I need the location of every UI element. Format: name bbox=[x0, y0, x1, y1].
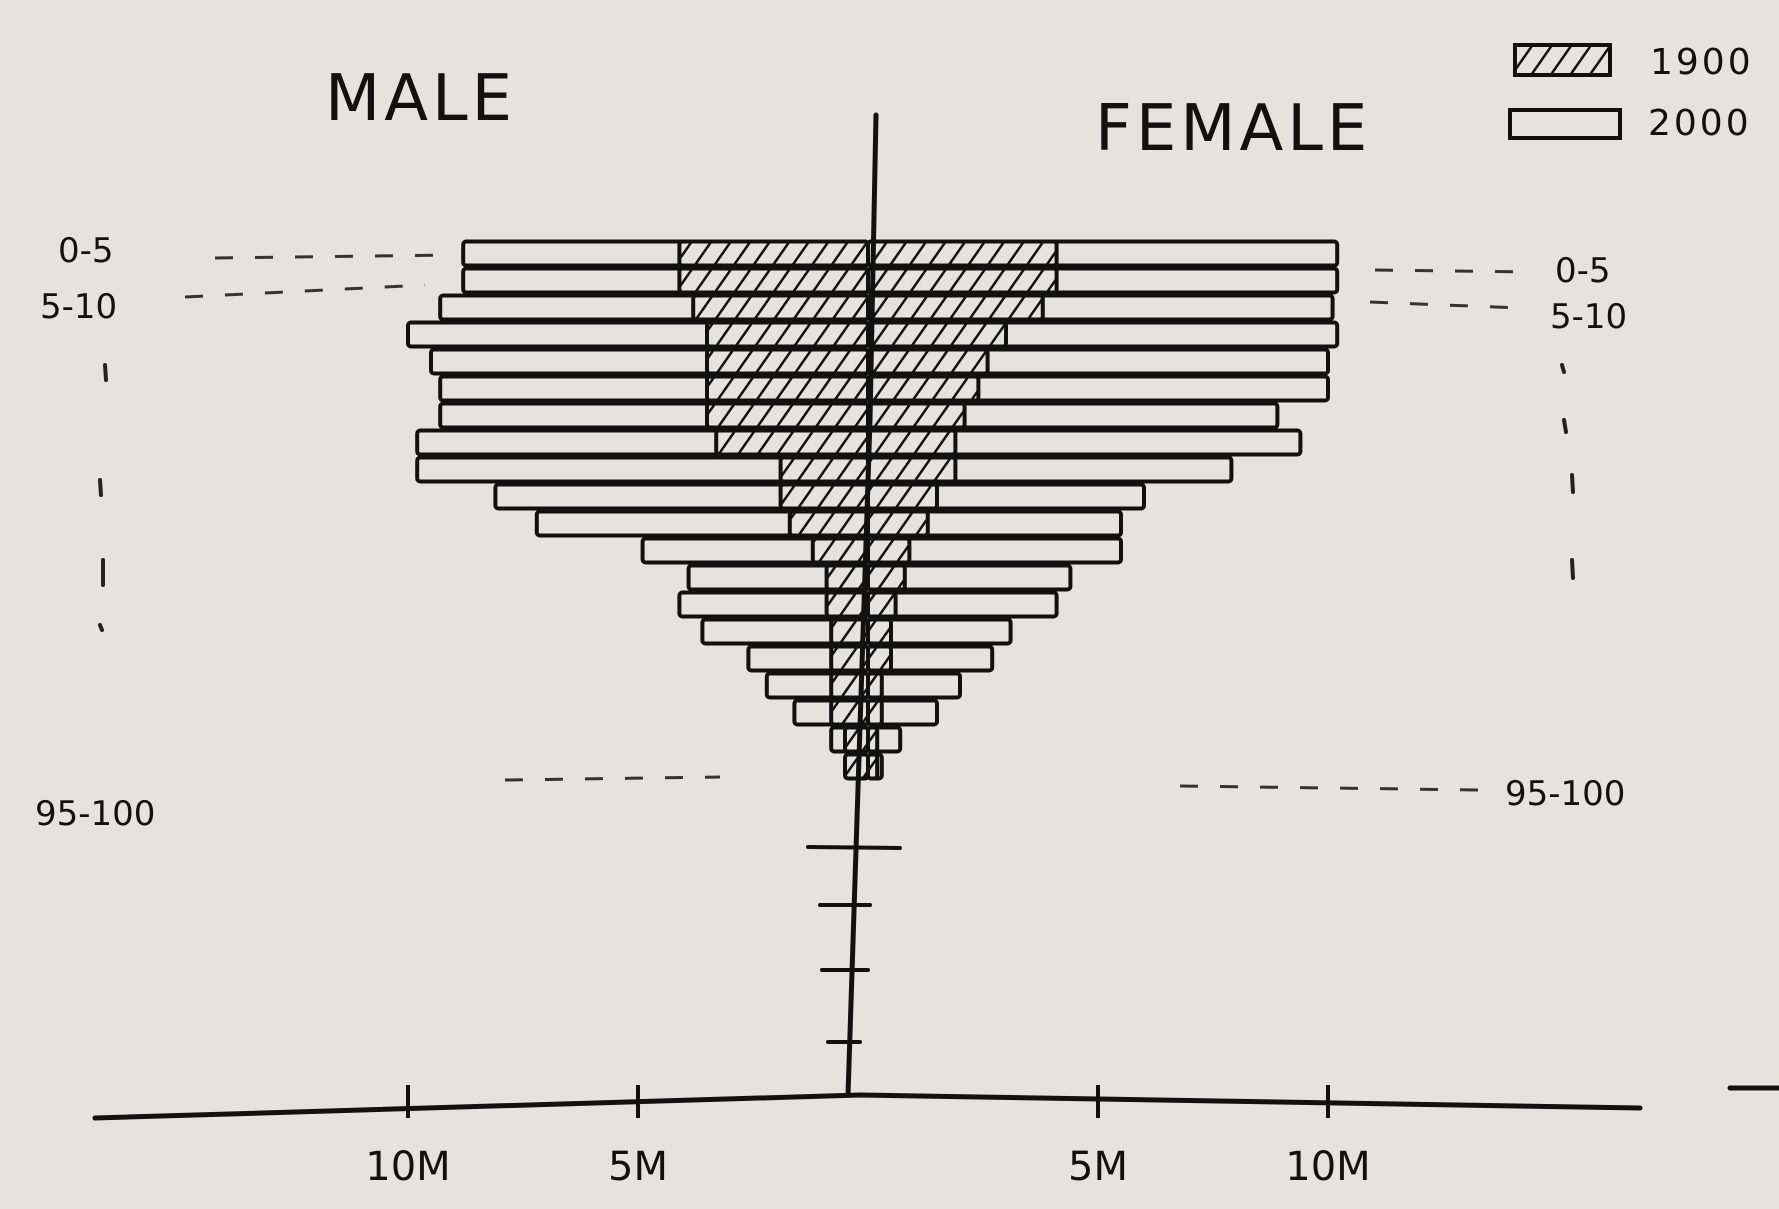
age-label-left-5-10: 5-10 bbox=[40, 287, 117, 327]
bar-1900-female bbox=[866, 293, 1045, 322]
x-tick-label: 5M bbox=[608, 1144, 668, 1190]
legend-swatch-2000 bbox=[1508, 108, 1622, 140]
bar-1900-female bbox=[866, 455, 958, 484]
bar-1900-male bbox=[843, 725, 870, 754]
x-axis-ticks: 10M 5M 5M 10M bbox=[365, 1085, 1371, 1190]
vertical-axis-tick bbox=[806, 845, 902, 850]
bar-1900-female bbox=[866, 725, 880, 754]
legend-swatch-1900 bbox=[1513, 43, 1612, 77]
left-ellipsis-mark bbox=[98, 623, 104, 632]
bar-1900-female bbox=[866, 401, 967, 430]
guide-line-95-100-right bbox=[1179, 784, 1481, 792]
guide-line-0-5-left bbox=[214, 253, 451, 260]
guide-line-5-10-left bbox=[184, 283, 426, 299]
right-ellipsis-mark bbox=[1570, 558, 1575, 580]
male-title: MALE bbox=[325, 62, 516, 136]
guide-line-0-5-right bbox=[1374, 268, 1531, 274]
age-label-right-95-100: 95-100 bbox=[1505, 774, 1625, 814]
legend-label-1900: 1900 bbox=[1650, 42, 1754, 83]
bar-1900-male bbox=[787, 509, 870, 538]
right-ellipsis-mark bbox=[1570, 473, 1575, 494]
bar-1900-male bbox=[705, 401, 870, 430]
bar-1900-female bbox=[866, 644, 893, 673]
ellipsis-marks bbox=[98, 363, 1575, 632]
bar-1900-female bbox=[866, 752, 880, 781]
vertical-axis-ticks bbox=[806, 845, 902, 1044]
bar-1900-female bbox=[866, 320, 1008, 349]
age-guide-lines bbox=[184, 253, 1531, 792]
bar-1900-male bbox=[691, 293, 871, 322]
age-label-left-0-5: 0-5 bbox=[58, 231, 114, 271]
horizontal-axis bbox=[92, 1092, 1643, 1121]
bar-1900-female bbox=[866, 698, 884, 727]
bar-1900-female bbox=[866, 347, 990, 376]
bar-1900-male bbox=[714, 428, 871, 457]
guide-line-95-100-left bbox=[504, 775, 721, 782]
age-label-right-5-10: 5-10 bbox=[1550, 297, 1627, 337]
age-label-left-95-100: 95-100 bbox=[35, 794, 155, 834]
bar-1900-male bbox=[705, 374, 870, 403]
bar-1900-male bbox=[778, 482, 870, 511]
axes bbox=[92, 112, 1779, 1121]
legend-label-2000: 2000 bbox=[1648, 103, 1752, 144]
vertical-axis bbox=[845, 112, 879, 1098]
bars-1900 bbox=[677, 239, 1059, 781]
bar-1900-male bbox=[677, 266, 871, 295]
right-ellipsis-mark bbox=[1562, 418, 1568, 434]
bar-1900-female bbox=[866, 266, 1059, 295]
guide-line-5-10-right bbox=[1369, 300, 1521, 310]
x-tick-label: 10M bbox=[365, 1144, 450, 1190]
bar-1900-male bbox=[705, 320, 870, 349]
bar-1900-male bbox=[778, 455, 870, 484]
bar-1900-male bbox=[810, 536, 870, 565]
age-label-right-0-5: 0-5 bbox=[1555, 251, 1611, 291]
bar-1900-male bbox=[677, 239, 871, 268]
bar-1900-male bbox=[705, 347, 870, 376]
female-title: FEMALE bbox=[1095, 92, 1371, 166]
bar-1900-female bbox=[866, 563, 907, 592]
legend: 1900 2000 bbox=[1508, 42, 1754, 144]
bar-1900-female bbox=[866, 536, 912, 565]
bar-1900-female bbox=[866, 374, 981, 403]
bar-1900-female bbox=[866, 239, 1059, 268]
x-tick-label: 5M bbox=[1068, 1144, 1128, 1190]
left-ellipsis-mark bbox=[103, 363, 108, 382]
bar-1900-female bbox=[866, 509, 930, 538]
right-ellipsis-mark bbox=[1560, 363, 1566, 374]
bar-1900-female bbox=[866, 590, 898, 619]
bar-1900-female bbox=[866, 482, 939, 511]
bar-1900-female bbox=[866, 671, 884, 700]
left-ellipsis-mark bbox=[98, 478, 103, 497]
bar-1900-female bbox=[866, 428, 958, 457]
bar-1900-male bbox=[824, 563, 870, 592]
bar-1900-female bbox=[866, 617, 893, 646]
x-tick-label: 10M bbox=[1285, 1144, 1370, 1190]
